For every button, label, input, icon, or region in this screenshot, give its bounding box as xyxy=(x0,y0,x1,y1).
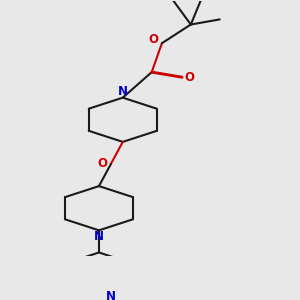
Text: O: O xyxy=(185,71,195,84)
Text: O: O xyxy=(148,33,158,46)
Text: O: O xyxy=(98,158,107,170)
Text: N: N xyxy=(94,230,104,243)
Text: N: N xyxy=(118,85,128,98)
Text: N: N xyxy=(106,290,116,300)
